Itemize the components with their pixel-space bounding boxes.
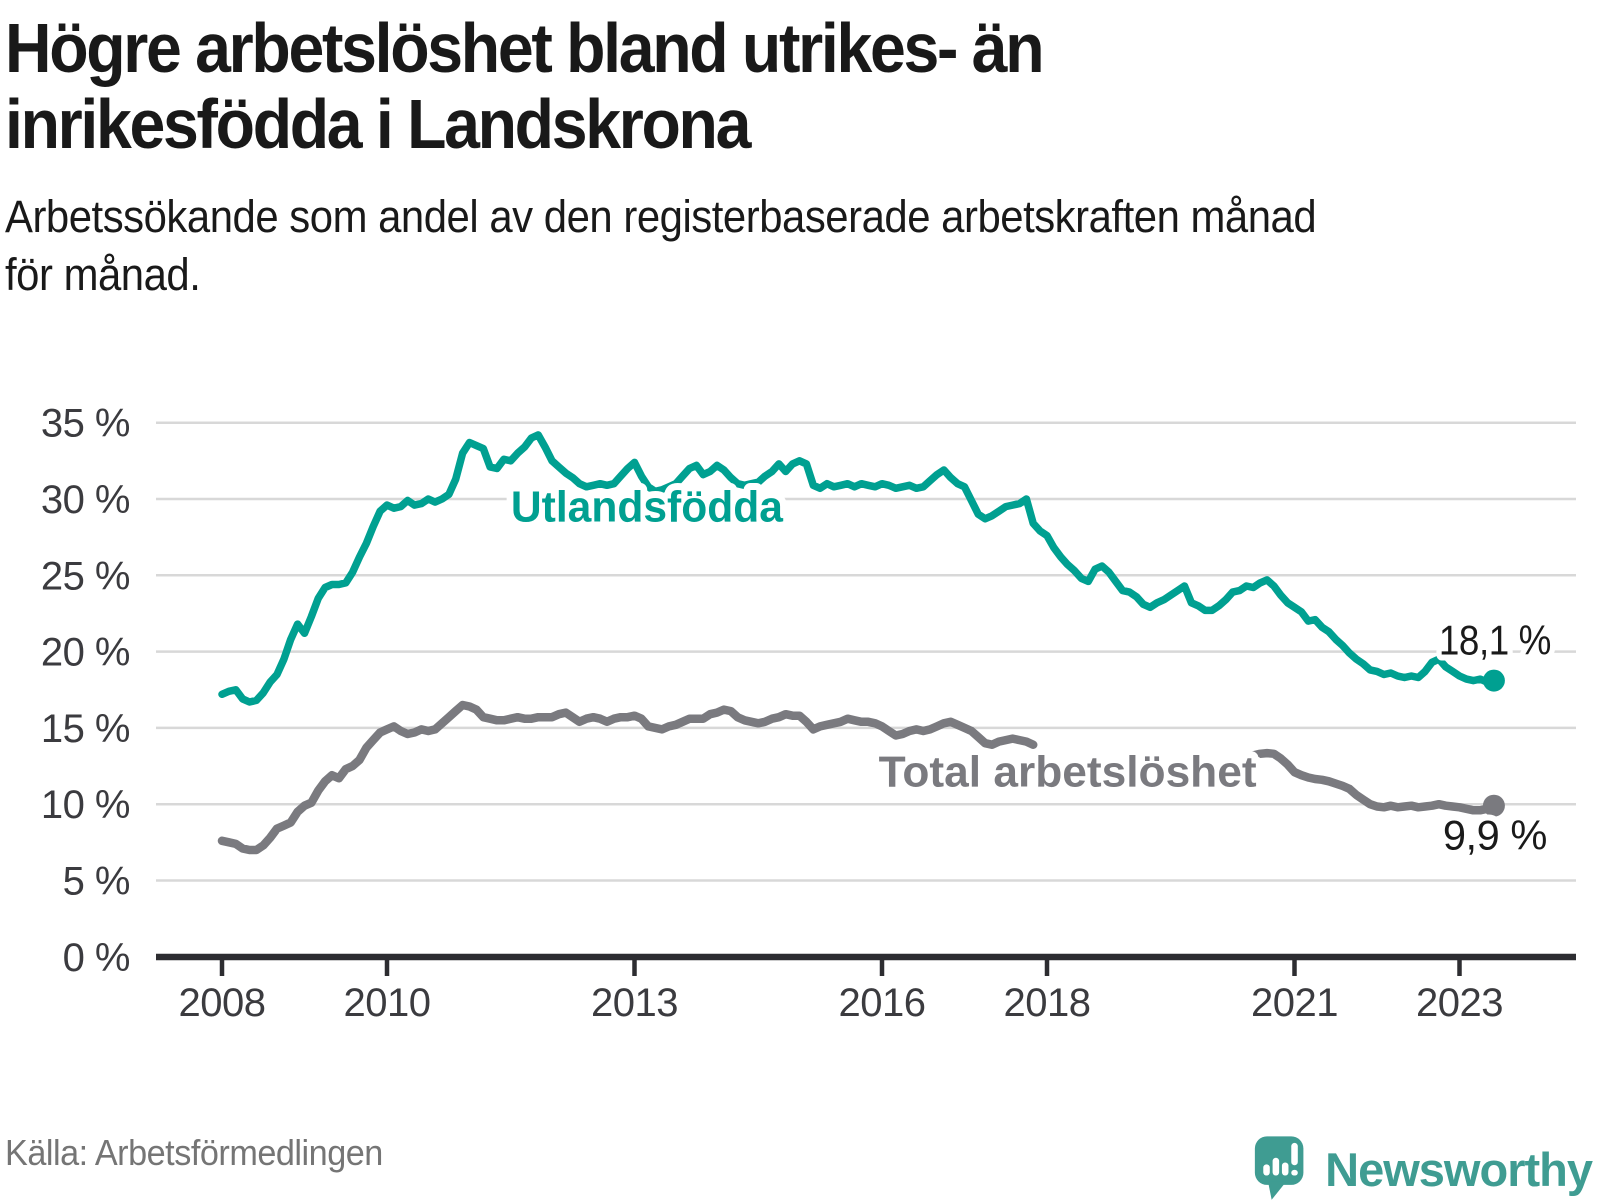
series-line-utlandsfodda-seg0 xyxy=(218,431,1498,706)
source-note: Källa: Arbetsförmedlingen xyxy=(5,1132,383,1173)
x-tick-label-2016: 2016 xyxy=(839,981,926,1025)
y-tick-label-5: 5 % xyxy=(63,860,130,904)
y-tick-label-15: 15 % xyxy=(41,707,130,751)
end-dot-utlandsfodda xyxy=(1482,669,1505,692)
y-tick-label-30: 30 % xyxy=(41,478,130,522)
y-tick-label-0: 0 % xyxy=(63,936,130,980)
page-subtitle: Arbetssökande som andel av den registerb… xyxy=(5,191,1317,300)
x-tick-label-2010: 2010 xyxy=(344,981,431,1025)
x-tick-label-2013: 2013 xyxy=(591,981,678,1025)
y-tick-label-10: 10 % xyxy=(41,783,130,827)
end-value-label-total-arbetsloshet: 9,9 % xyxy=(1443,812,1547,859)
y-tick-label-25: 25 % xyxy=(41,554,130,598)
series-line-total-arbetsloshet-seg1 xyxy=(1249,748,1499,815)
end-dot-total-arbetsloshet xyxy=(1482,794,1505,817)
series-label-total-arbetsloshet: Total arbetslöshet xyxy=(879,747,1257,796)
bar-chart-bubble-icon xyxy=(1255,1136,1304,1200)
newsworthy-logo: Newsworthy xyxy=(1253,1134,1593,1204)
x-tick-label-2023: 2023 xyxy=(1416,981,1503,1025)
series-label-utlandsfodda: Utlandsfödda xyxy=(511,483,784,532)
logo-text: Newsworthy xyxy=(1325,1142,1593,1196)
x-tick-label-2021: 2021 xyxy=(1251,981,1338,1025)
x-tick-label-2008: 2008 xyxy=(179,981,266,1025)
y-tick-label-35: 35 % xyxy=(41,402,130,446)
y-tick-label-20: 20 % xyxy=(41,631,130,675)
x-tick-label-2018: 2018 xyxy=(1004,981,1091,1025)
page-title: Högre arbetslöshet bland utrikes- än inr… xyxy=(5,9,1045,164)
end-value-label-utlandsfodda: 18,1 % xyxy=(1439,617,1551,664)
series-line-total-arbetsloshet-seg0 xyxy=(217,700,1038,855)
